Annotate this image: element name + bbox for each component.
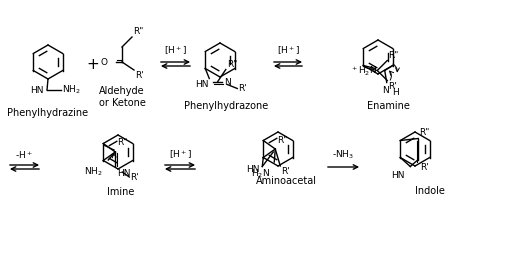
Text: [H$^+$]: [H$^+$]: [276, 44, 299, 57]
Text: R": R": [117, 138, 127, 147]
FancyArrowPatch shape: [389, 71, 393, 80]
Text: H: H: [391, 87, 398, 96]
Text: R": R": [418, 127, 429, 136]
Text: Enamine: Enamine: [366, 100, 409, 111]
Text: Aldehyde
or Ketone: Aldehyde or Ketone: [98, 86, 145, 108]
Text: R': R': [419, 162, 428, 171]
Text: NH$_2$: NH$_2$: [83, 165, 102, 178]
FancyArrowPatch shape: [392, 64, 399, 72]
Text: NH$_2$: NH$_2$: [62, 84, 80, 96]
Text: R": R": [277, 136, 287, 145]
Text: -NH$_3$: -NH$_3$: [331, 149, 353, 161]
Text: R': R': [135, 71, 144, 80]
Text: O: O: [101, 58, 108, 67]
FancyArrowPatch shape: [112, 154, 116, 158]
Text: R': R': [281, 167, 290, 176]
Text: R': R': [387, 81, 396, 90]
Text: Imine: Imine: [107, 187, 134, 197]
Text: HN: HN: [31, 86, 44, 95]
Text: [H$^+$]: [H$^+$]: [168, 149, 191, 161]
Text: HN: HN: [390, 171, 404, 180]
Text: N: N: [382, 86, 388, 95]
Text: R": R": [133, 27, 143, 36]
Text: R": R": [387, 50, 398, 60]
Text: HN: HN: [117, 169, 130, 178]
Text: $^+$H$_2$N: $^+$H$_2$N: [349, 65, 376, 78]
Text: HN: HN: [194, 79, 208, 88]
Text: [H$^+$]: [H$^+$]: [163, 44, 186, 57]
Text: R": R": [227, 60, 237, 69]
Text: R': R': [238, 84, 246, 93]
Text: -H$^+$: -H$^+$: [15, 149, 33, 161]
Text: N: N: [224, 78, 231, 87]
Text: +: +: [87, 57, 99, 71]
Text: Indole: Indole: [414, 186, 444, 196]
Text: H$_2$N: H$_2$N: [251, 167, 270, 179]
Text: Phenylhydrazone: Phenylhydrazone: [184, 100, 268, 111]
Text: Phenylhydrazine: Phenylhydrazine: [8, 108, 89, 118]
Text: HN: HN: [245, 165, 259, 174]
Text: Aminoacetal: Aminoacetal: [255, 176, 316, 186]
Text: R': R': [130, 172, 139, 181]
